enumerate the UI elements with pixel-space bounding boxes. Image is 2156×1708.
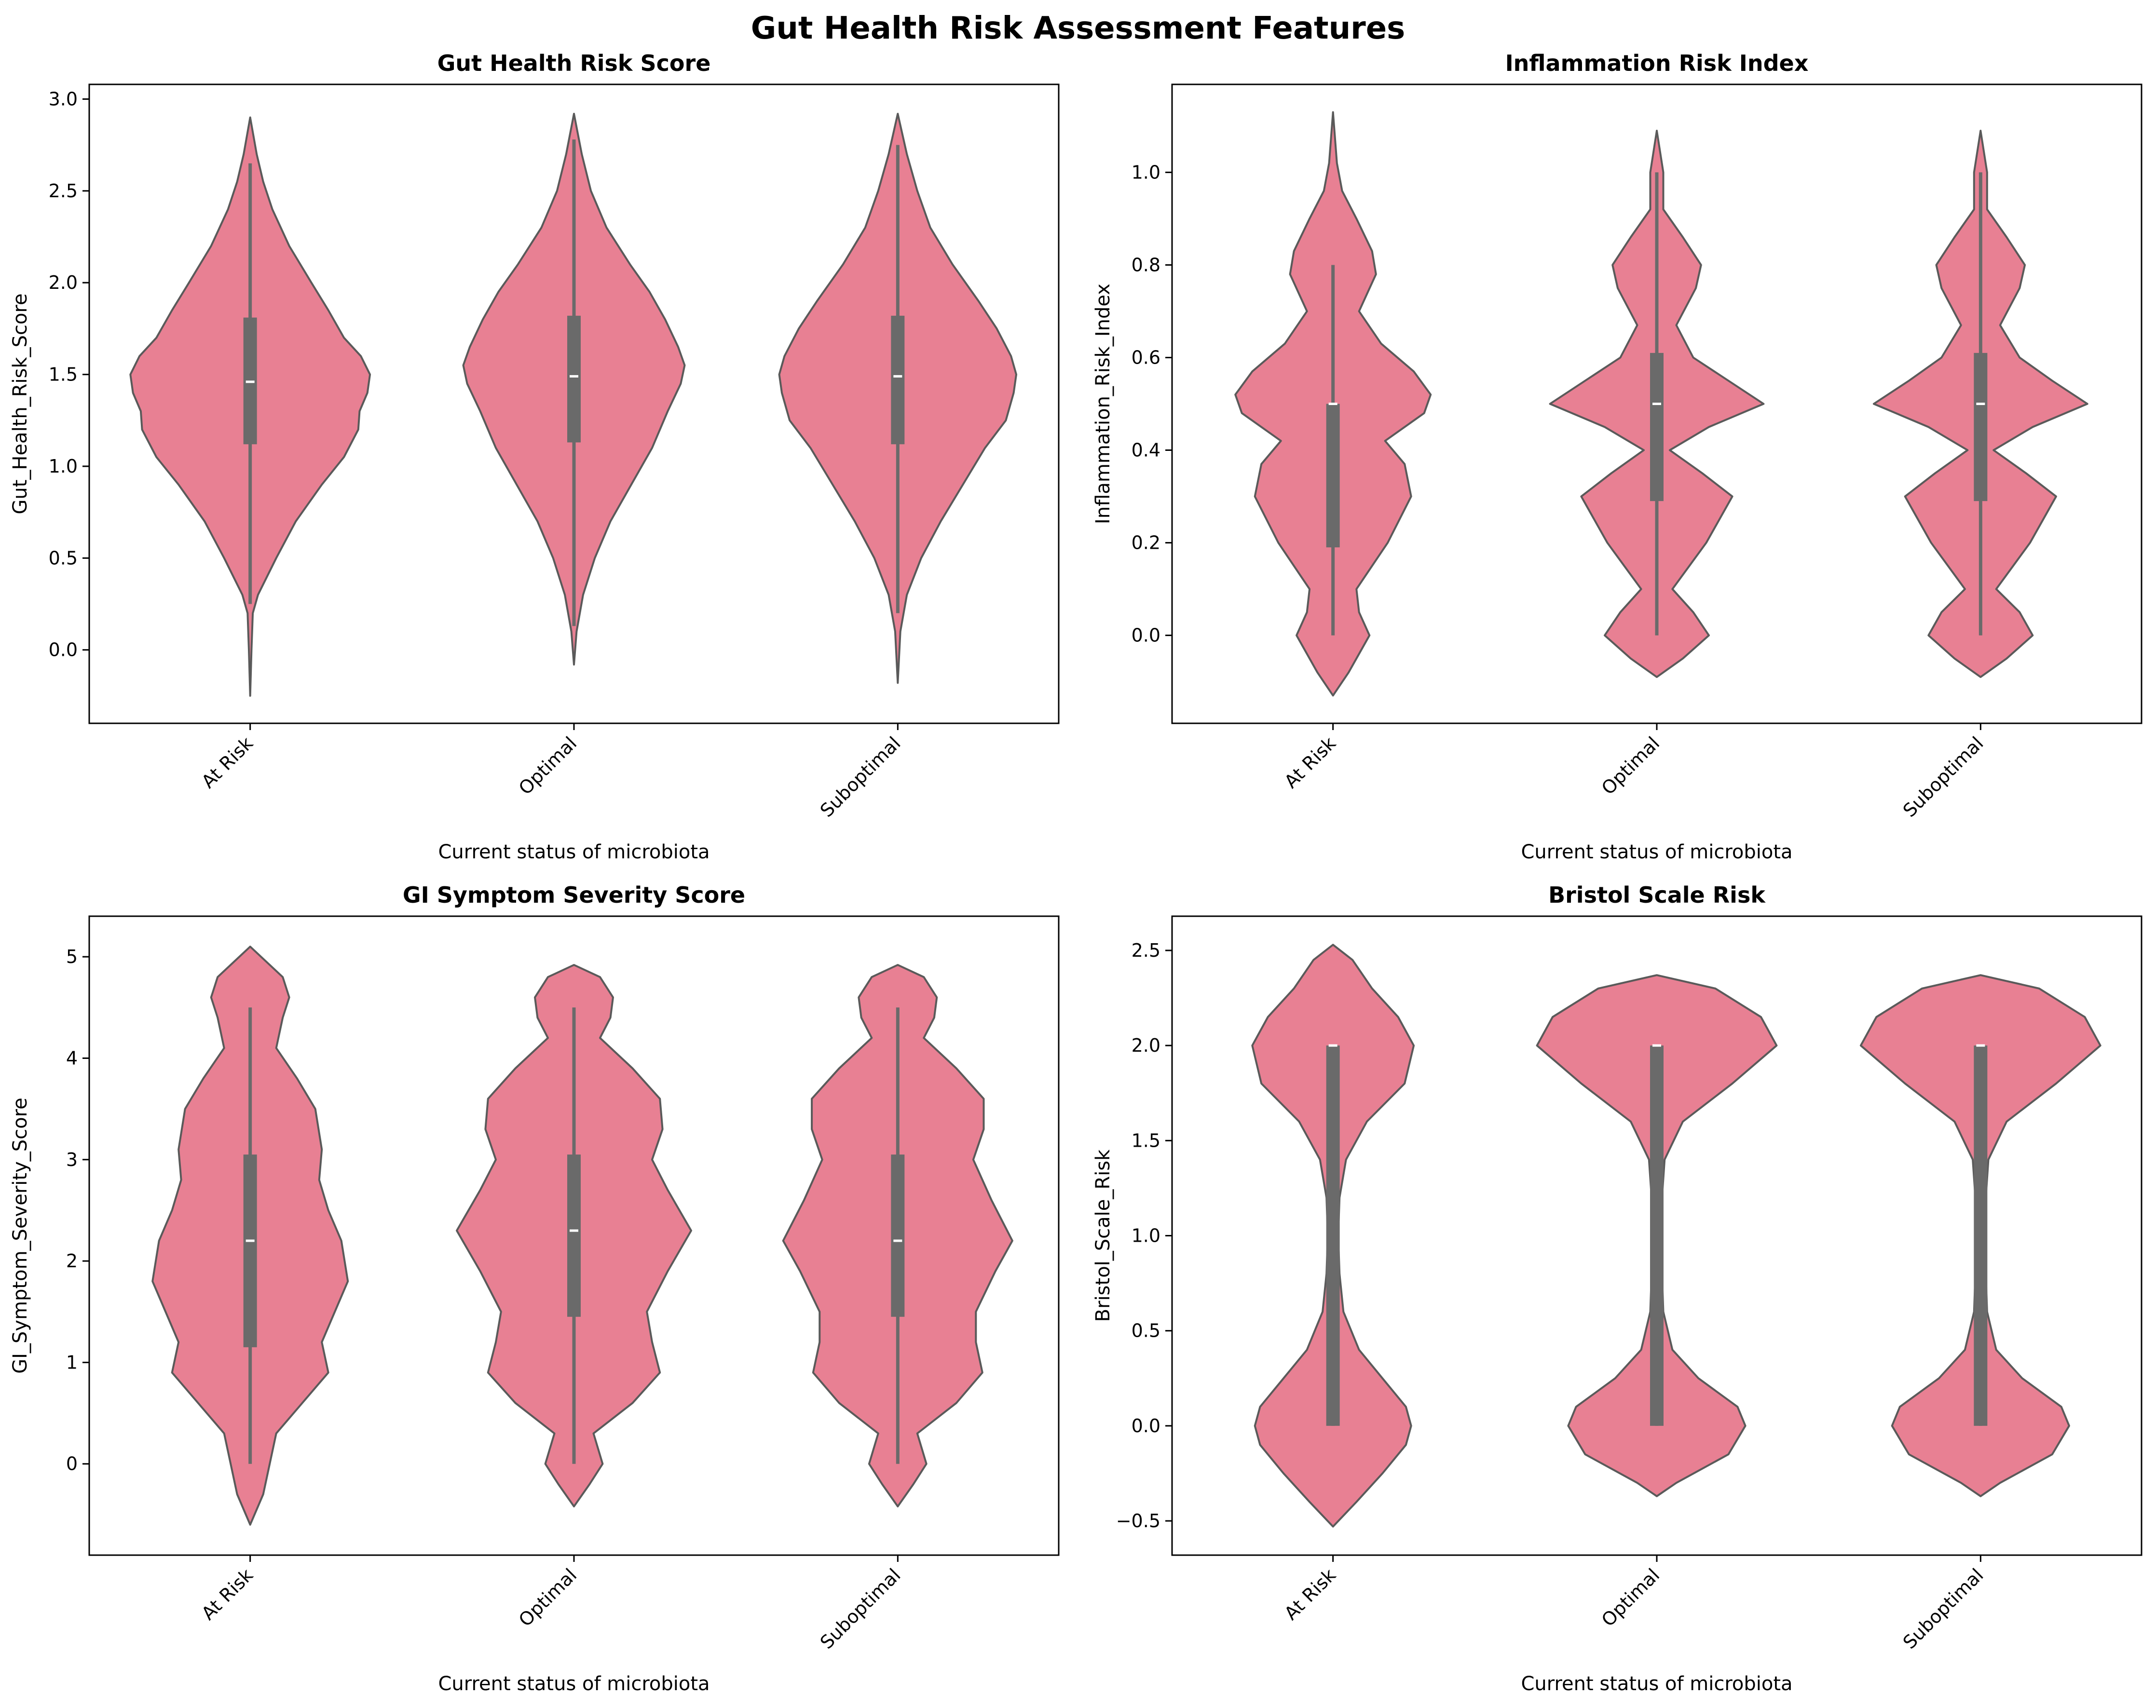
violin-iqr-box — [567, 1154, 581, 1317]
y-axis-label: Bristol_Scale_Risk — [1092, 1149, 1114, 1322]
violin-iqr-box — [1326, 1045, 1340, 1426]
y-tick-label: 0 — [66, 1453, 78, 1475]
figure-title: Gut Health Risk Assessment Features — [751, 11, 1405, 46]
violin-iqr-box — [1650, 1045, 1664, 1426]
violin-iqr-box — [1974, 1045, 1988, 1426]
y-tick-label: 0.8 — [1132, 254, 1160, 275]
subplot-1: Gut Health Risk Score 0.0 0.5 1.0 1.5 2.0 2.5 3… — [9, 50, 1060, 863]
violin-iqr-box — [1650, 352, 1664, 502]
y-tick-label: 1.0 — [1132, 162, 1160, 183]
y-tick-label: 5 — [66, 946, 78, 967]
y-tick-label: 1.5 — [49, 364, 78, 385]
y-tick-label: 1.0 — [49, 456, 78, 477]
violin-iqr-box — [243, 1154, 257, 1347]
y-tick-label: 0.2 — [1132, 532, 1160, 554]
y-tick-label: 0.5 — [1132, 1320, 1160, 1342]
y-axis-label: Gut_Health_Risk_Score — [9, 293, 31, 514]
violin-iqr-box — [1326, 404, 1340, 548]
y-tick-label: 3.0 — [49, 88, 78, 109]
violin-iqr-box — [891, 315, 905, 445]
y-tick-label: 4 — [66, 1047, 78, 1069]
y-tick-label: 1 — [66, 1352, 78, 1373]
violin-iqr-box — [891, 1154, 905, 1317]
subplot-title: Inflammation Risk Index — [1505, 50, 1809, 76]
y-tick-label: 3 — [66, 1149, 78, 1170]
y-tick-label: 2.5 — [1132, 940, 1160, 961]
subplot-grid: Gut Health Risk Score 0.0 0.5 1.0 1.5 2.0 2.5 3… — [9, 50, 2142, 1695]
y-tick-label: 0.0 — [1132, 625, 1160, 646]
y-tick-label: 1.5 — [1132, 1130, 1160, 1151]
y-tick-label: 2.0 — [1132, 1035, 1160, 1056]
subplot-4: Bristol Scale Risk −0.5 0.0 0.5 1.0 1.5 2.0 2.5… — [1092, 882, 2142, 1695]
x-axis-label: Current status of microbiota — [438, 1673, 710, 1695]
y-tick-label: 2.0 — [49, 272, 78, 293]
subplot-title: Bristol Scale Risk — [1548, 882, 1766, 908]
violin-iqr-box — [1974, 352, 1988, 502]
y-tick-label: 0.5 — [49, 547, 78, 569]
y-axis-label: Inflammation_Risk_Index — [1092, 284, 1114, 524]
violin-iqr-box — [567, 315, 581, 443]
subplot-title: Gut Health Risk Score — [437, 50, 711, 76]
y-tick-label: 1.0 — [1132, 1225, 1160, 1247]
y-tick-label: 0.4 — [1132, 440, 1160, 461]
y-tick-label: 2.5 — [49, 180, 78, 202]
x-axis-label: Current status of microbiota — [1521, 841, 1792, 863]
y-axis-label: GI_Symptom_Severity_Score — [9, 1098, 31, 1374]
y-tick-label: −0.5 — [1116, 1510, 1160, 1532]
x-axis-label: Current status of microbiota — [1521, 1673, 1792, 1695]
y-tick-label: 0.0 — [49, 639, 78, 661]
y-tick-label: 2 — [66, 1250, 78, 1272]
subplot-title: GI Symptom Severity Score — [403, 882, 745, 908]
y-tick-label: 0.6 — [1132, 347, 1160, 368]
x-axis-label: Current status of microbiota — [438, 841, 710, 863]
y-tick-label: 0.0 — [1132, 1415, 1160, 1437]
